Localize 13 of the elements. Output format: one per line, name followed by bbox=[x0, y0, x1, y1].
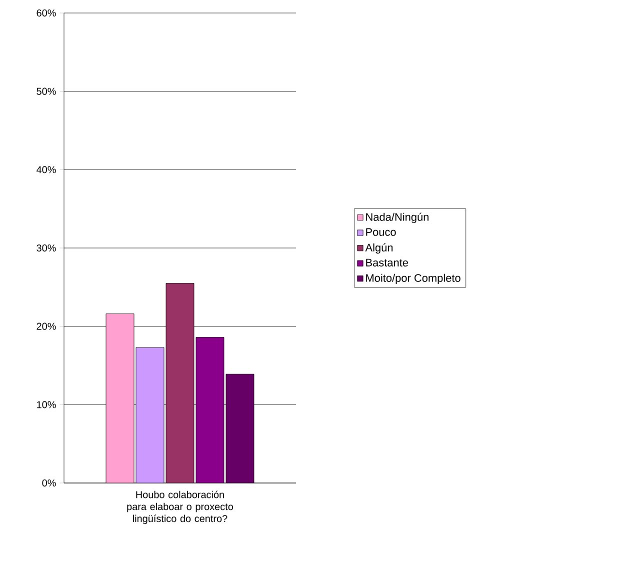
y-tick-label: 60% bbox=[36, 9, 56, 17]
y-tick-label: 0% bbox=[42, 479, 56, 487]
legend-label: Nada/Ningún bbox=[366, 212, 428, 224]
y-tick-label: 50% bbox=[36, 88, 56, 95]
y-tick-label: 10% bbox=[37, 401, 56, 408]
legend-label: Moito/por Completo bbox=[366, 274, 460, 284]
y-tick-label: 20% bbox=[36, 322, 56, 330]
x-tick-label: Houbo colaboración para elaboar o proxecto lingüístico do centro? bbox=[127, 490, 233, 524]
y-tick-label: 40% bbox=[36, 166, 56, 174]
legend-label: Pouco bbox=[366, 228, 396, 236]
legend-label: Bastante bbox=[366, 258, 408, 266]
y-tick-label: 30% bbox=[36, 244, 56, 252]
legend-label: Algún bbox=[365, 243, 393, 254]
